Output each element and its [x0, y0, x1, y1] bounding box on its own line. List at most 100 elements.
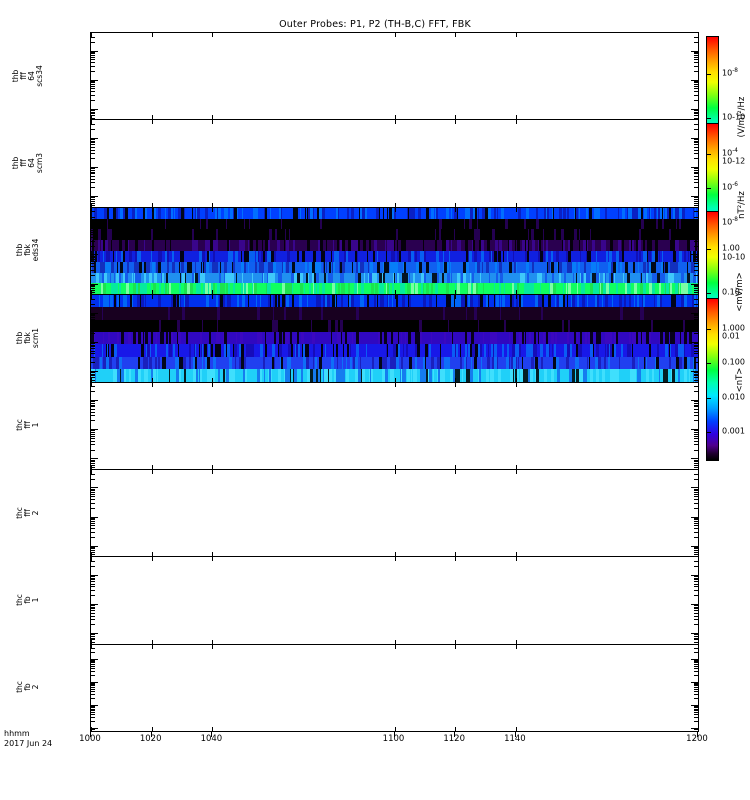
y-tick: [694, 449, 698, 451]
x-tick-mark: [91, 552, 92, 557]
y-tick: [694, 146, 698, 148]
x-tick-mark: [455, 464, 457, 469]
y-tick: [694, 263, 698, 265]
y-tick: [91, 415, 95, 417]
y-tick: [91, 552, 95, 554]
y-tick: [694, 682, 698, 684]
y-tick: [694, 257, 698, 259]
x-tick-mark: [151, 115, 153, 120]
y-tick: [694, 94, 698, 96]
y-tick: [694, 178, 698, 180]
panel-thc-fff-2[interactable]: 100010010: [90, 468, 699, 558]
y-tick: [694, 36, 698, 38]
y-tick: [91, 406, 95, 408]
y-tick: [91, 430, 95, 432]
y-tick: [91, 298, 95, 300]
y-tick: [694, 685, 698, 687]
colorbar-tick: [707, 188, 711, 190]
y-tick: [694, 298, 698, 300]
panel-thc-fff-1[interactable]: 100010010: [90, 381, 699, 470]
y-tick: [694, 639, 698, 641]
y-tick: [91, 581, 95, 583]
x-tick-mark: [698, 208, 699, 212]
x-tick-mark: [455, 120, 457, 125]
y-tick: [91, 705, 98, 707]
panel-thb-fff-64-scs34[interactable]: 100010010: [90, 32, 699, 121]
y-tick: [91, 595, 95, 597]
y-tick: [91, 433, 95, 435]
y-tick: [91, 321, 95, 323]
y-tick: [91, 124, 95, 125]
y-tick: [694, 694, 698, 696]
y-tick: [694, 53, 698, 55]
y-tick: [91, 583, 95, 585]
x-tick-mark: [91, 33, 92, 37]
y-tick: [694, 488, 698, 490]
y-tick: [91, 730, 95, 731]
y-tick: [694, 688, 698, 690]
x-tick-mark: [455, 639, 457, 644]
y-tick: [91, 461, 95, 463]
y-tick: [694, 590, 698, 591]
y-tick: [691, 196, 698, 198]
y-tick: [694, 379, 698, 381]
panel-thc-fb-2[interactable]: 1000100101: [90, 643, 699, 732]
y-tick: [694, 113, 698, 115]
y-tick: [91, 171, 95, 173]
x-tick-mark: [151, 469, 153, 474]
y-tick: [91, 411, 95, 413]
y-tick: [694, 59, 698, 61]
y-tick: [694, 577, 698, 579]
y-tick: [694, 84, 698, 86]
colorbar-tick-label: 10-4: [722, 147, 738, 158]
x-tick-mark: [212, 557, 214, 562]
y-tick: [694, 665, 698, 667]
y-tick: [91, 688, 95, 690]
y-tick: [694, 375, 698, 377]
y-tick: [694, 65, 698, 67]
panel-thb-fbk-eds34[interactable]: 100010010: [90, 206, 699, 296]
x-tick-mark: [515, 207, 517, 212]
y-tick: [91, 633, 98, 635]
panel-label-thb-fbk-eds34: thb fbk eds34: [15, 220, 40, 280]
colorbar-unit-label: (V/m)²/Hz: [737, 97, 747, 138]
y-tick: [694, 415, 698, 417]
y-tick: [91, 386, 95, 388]
y-tick: [694, 663, 698, 665]
panel-thb-fff-64-scm3[interactable]: 100010010: [90, 119, 699, 208]
x-tick-mark: [455, 377, 457, 382]
y-tick: [91, 139, 95, 141]
y-tick: [691, 312, 698, 314]
freq-band-16: [91, 283, 698, 295]
panel-thb-fbk-scm1[interactable]: 100010010: [90, 294, 699, 383]
x-tick-mark: [394, 557, 396, 562]
y-tick: [694, 292, 698, 294]
panel-thc-fb-1[interactable]: 100010010: [90, 556, 699, 645]
y-tick: [91, 182, 95, 184]
y-tick: [694, 507, 698, 509]
y-tick: [694, 546, 698, 548]
freq-band-1024: [91, 218, 698, 230]
y-tick: [694, 62, 698, 64]
y-tick: [694, 284, 698, 286]
y-tick: [91, 55, 95, 57]
cb-fbk-scm1[interactable]: [706, 298, 719, 461]
y-tick: [91, 344, 95, 346]
x-tick-mark: [455, 295, 457, 300]
x-tick-mark: [91, 207, 92, 212]
y-tick: [694, 579, 698, 581]
y-tick: [694, 80, 698, 82]
y-tick: [694, 315, 698, 317]
y-tick: [91, 531, 95, 533]
y-tick: [91, 245, 95, 247]
x-tick-mark: [698, 120, 699, 124]
y-tick: [91, 459, 95, 461]
x-tick-mark: [394, 202, 396, 207]
y-tick: [694, 560, 698, 562]
x-tick-mark: [91, 727, 92, 731]
y-tick: [91, 603, 98, 605]
panel-label-thb-fbk-scm1: thb fbk scm1: [15, 308, 40, 368]
y-tick: [91, 288, 95, 290]
y-tick: [691, 516, 698, 518]
